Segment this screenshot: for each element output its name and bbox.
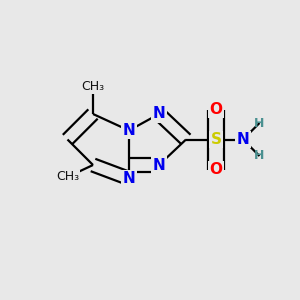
Text: H: H — [254, 148, 265, 162]
Text: O: O — [209, 102, 223, 117]
Text: CH₃: CH₃ — [56, 170, 79, 184]
Text: O: O — [209, 162, 223, 177]
Text: N: N — [237, 132, 249, 147]
Text: S: S — [211, 132, 221, 147]
Text: CH₃: CH₃ — [81, 80, 105, 94]
Text: H: H — [254, 117, 265, 130]
Text: N: N — [153, 106, 165, 122]
Text: N: N — [123, 171, 135, 186]
Text: N: N — [123, 123, 135, 138]
Text: N: N — [153, 158, 165, 172]
